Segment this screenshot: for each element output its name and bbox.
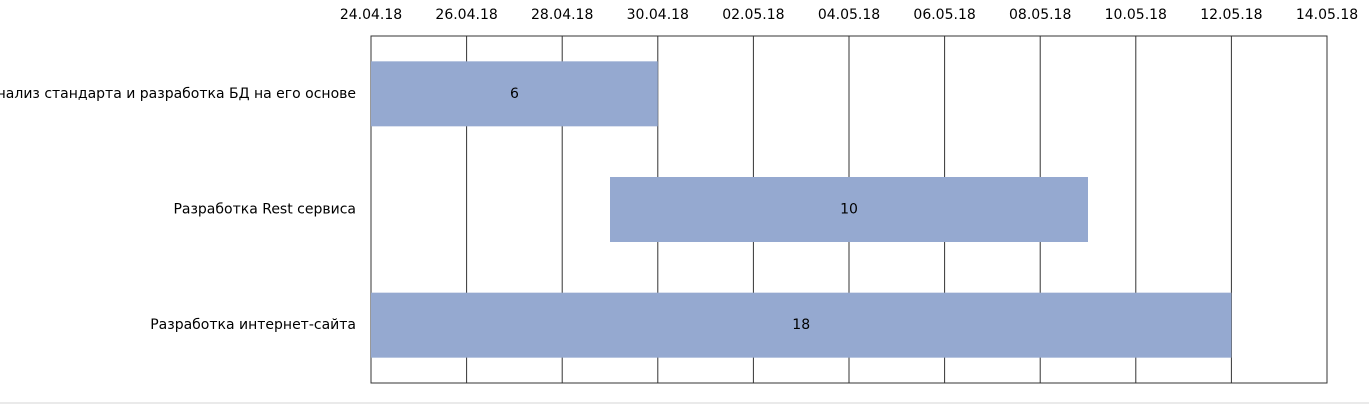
bar-label: 18 (792, 317, 810, 333)
y-tick-label: Разработка интернет-сайта (150, 317, 356, 333)
y-tick-label: Анализ стандарта и разработка БД на его … (0, 86, 356, 102)
x-tick-label: 04.05.18 (818, 7, 880, 23)
x-tick-label: 08.05.18 (1009, 7, 1071, 23)
x-tick-label: 24.04.18 (340, 7, 402, 23)
bar-label: 10 (840, 202, 858, 218)
bar (371, 61, 658, 127)
x-tick-label: 14.05.18 (1296, 7, 1358, 23)
x-tick-label: 06.05.18 (913, 7, 975, 23)
y-tick-label: Разработка Rest сервиса (173, 202, 356, 218)
bar (610, 177, 1088, 242)
x-tick-label: 26.04.18 (435, 7, 497, 23)
x-tick-label: 12.05.18 (1200, 7, 1262, 23)
bar (371, 292, 1232, 358)
x-tick-label: 30.04.18 (627, 7, 689, 23)
bar-label: 6 (510, 86, 519, 102)
x-tick-label: 02.05.18 (722, 7, 784, 23)
x-tick-label: 10.05.18 (1105, 7, 1167, 23)
x-tick-label: 28.04.18 (531, 7, 593, 23)
